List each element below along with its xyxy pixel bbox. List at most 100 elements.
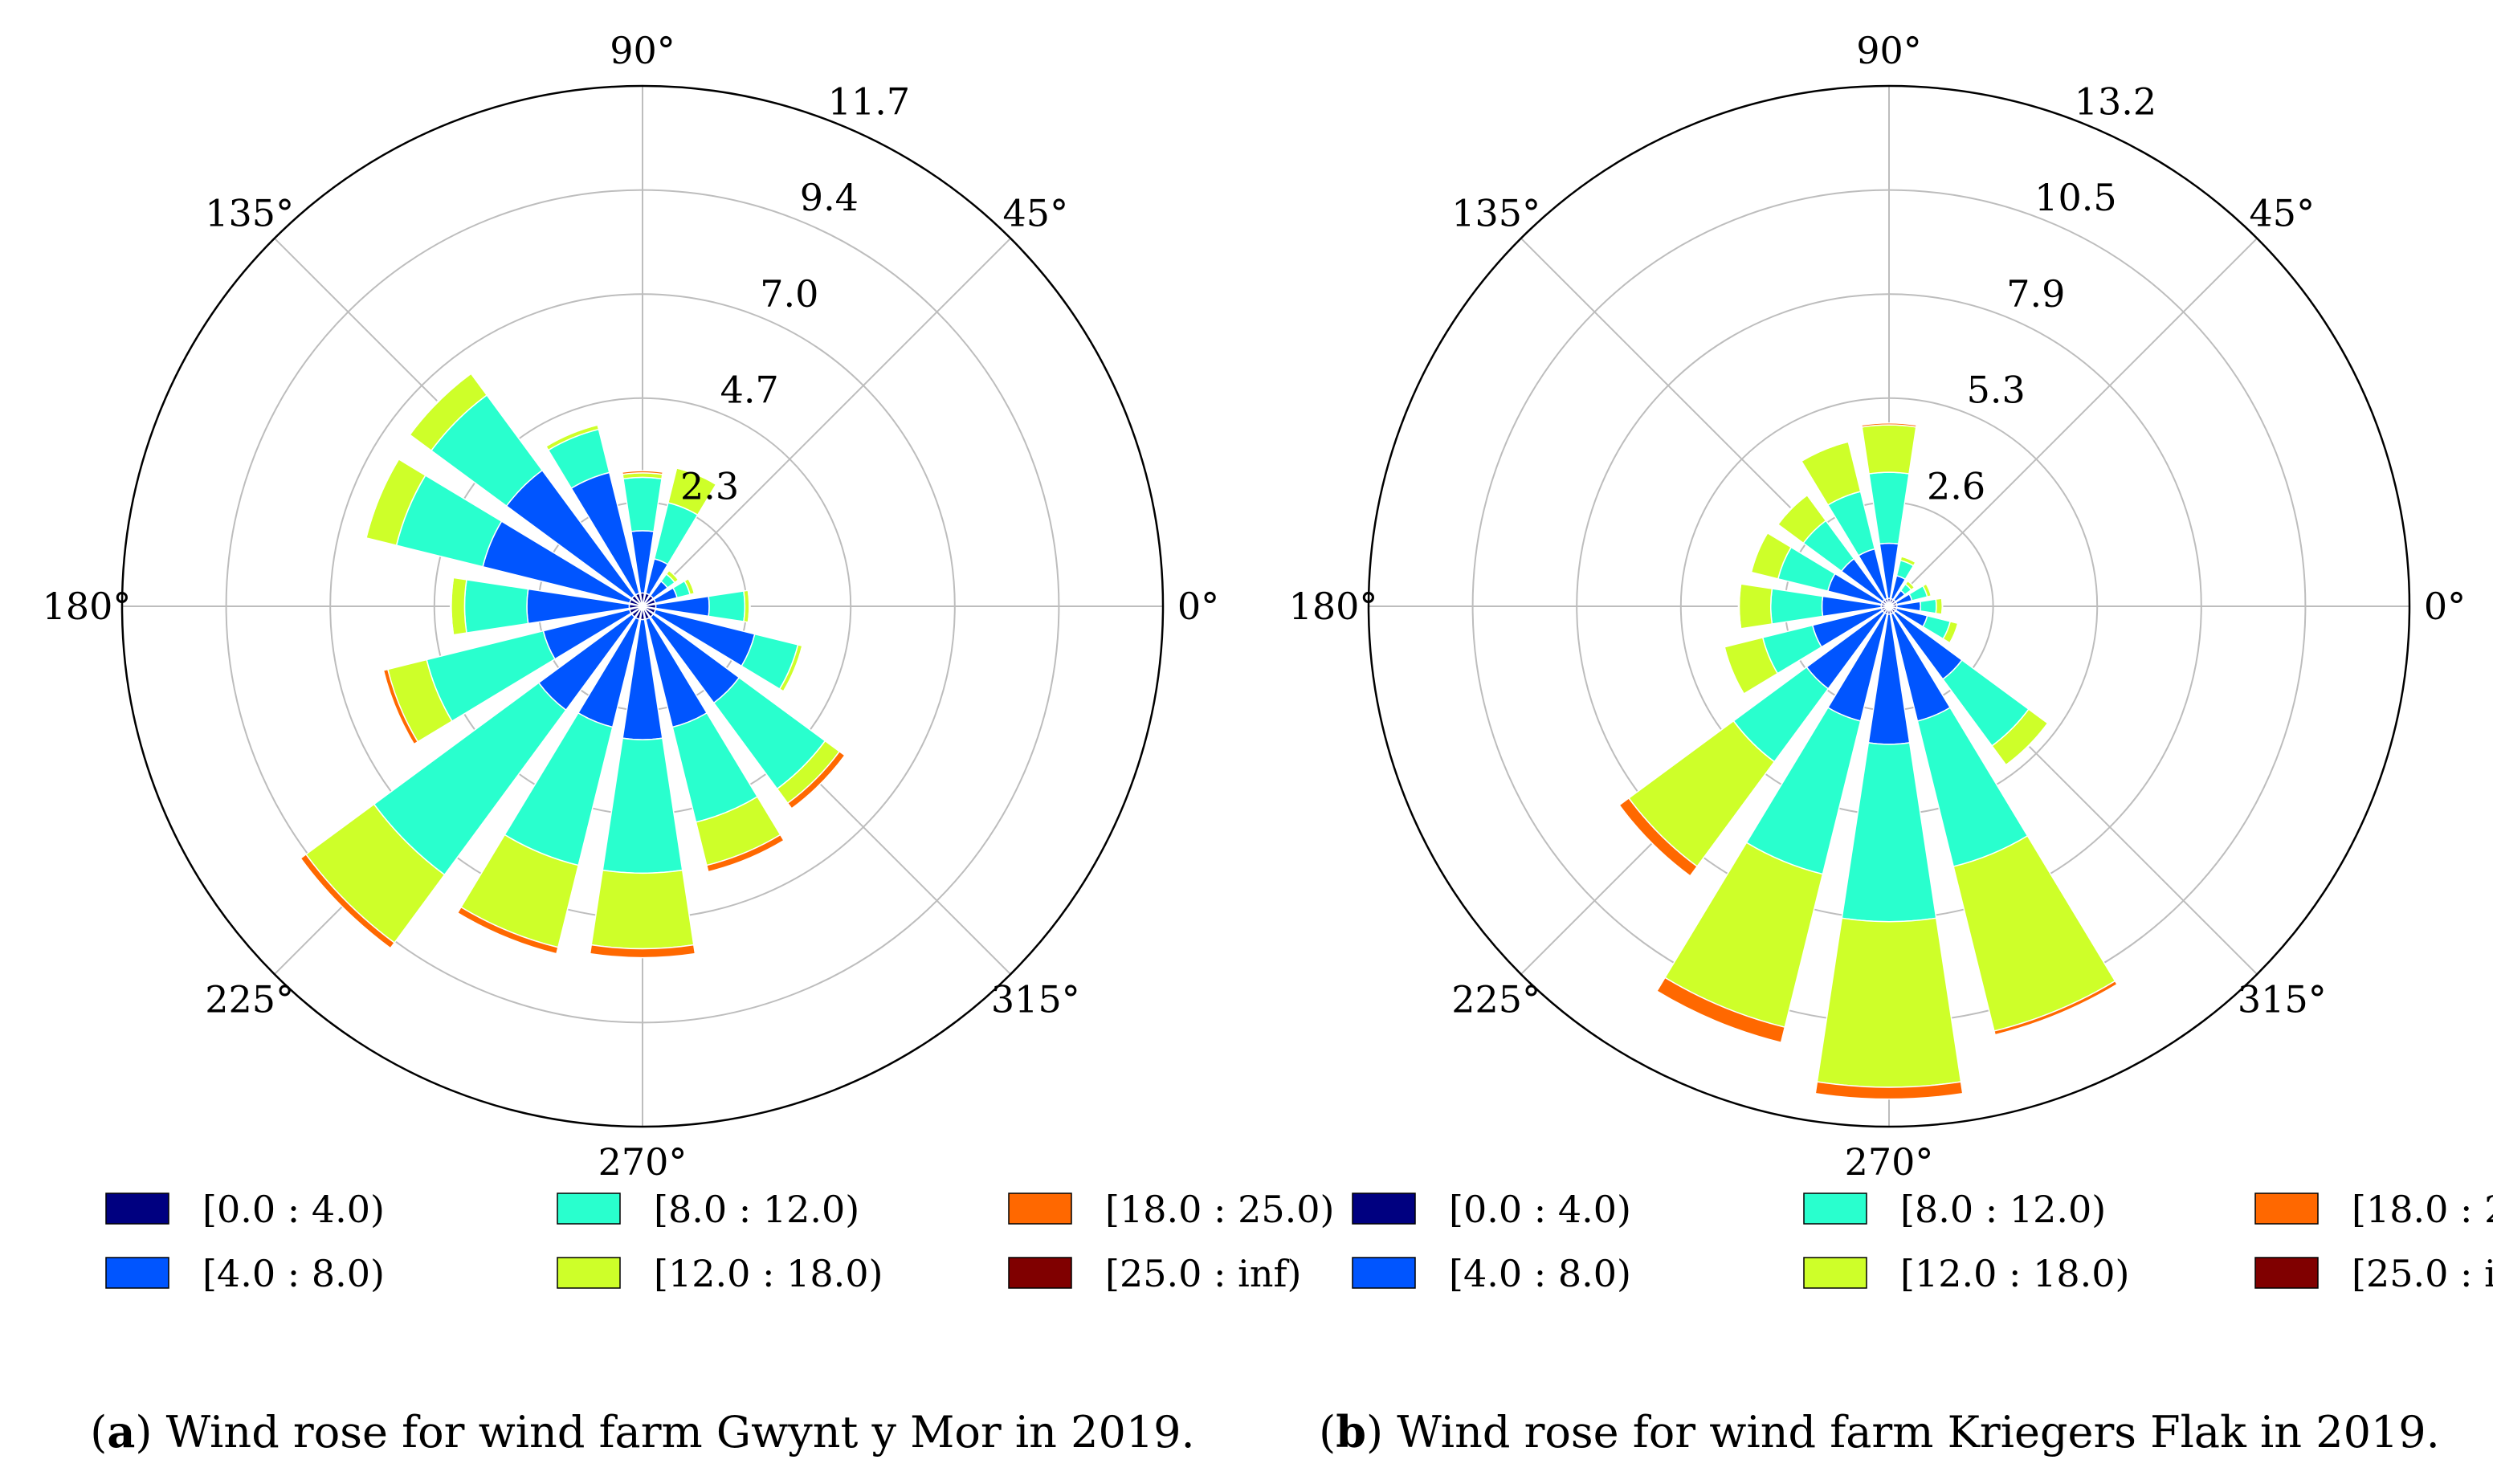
bar-b-dir157.5-bin4 <box>1749 532 1769 573</box>
caption-text-a: Wind rose for wind farm Gwynt y Mor in 2… <box>166 1407 1195 1458</box>
radial-tick-labels-a: 2.3 4.7 7.0 9.4 11.7 <box>680 80 910 508</box>
polar-frame-a <box>120 84 1165 1128</box>
legend-label-a-4: [18.0 : 25.0) <box>1105 1188 1334 1231</box>
bar-b-dir292.5-bin3 <box>1952 834 2116 1032</box>
legend-label-a-0: [0.0 : 4.0) <box>202 1188 385 1231</box>
angle-label-a-90: 90° <box>610 29 675 72</box>
legend-swatch-a-1 <box>105 1257 169 1289</box>
angle-label-a-270: 270° <box>598 1140 688 1184</box>
radial-label-a-1: 4.7 <box>720 369 779 412</box>
bar-b-dir90-bin2 <box>1868 471 1910 545</box>
angle-label-a-0: 0° <box>1177 585 1219 628</box>
bar-b-dir0-bin3 <box>1935 597 1944 615</box>
legend-label-a-5: [25.0 : inf) <box>1105 1252 1301 1295</box>
bar-a-dir225-bin4 <box>300 853 396 949</box>
angle-label-b-270: 270° <box>1845 1140 1934 1184</box>
outer-circle-a <box>120 84 1165 1128</box>
bar-b-dir180-bin3 <box>1738 583 1773 630</box>
bar-a-dir180-bin2 <box>463 579 529 634</box>
bar-a-dir202.5-bin4 <box>382 668 419 745</box>
legend-label-b-0: [0.0 : 4.0) <box>1449 1188 1631 1231</box>
legend-b: [0.0 : 4.0) [4.0 : 8.0) [8.0 : 12.0) [12.0 … <box>1352 1188 2493 1295</box>
legend-label-b-3: [12.0 : 18.0) <box>1900 1252 2129 1295</box>
bar-b-dir90-bin3 <box>1861 424 1917 475</box>
legend-label-b-2: [8.0 : 12.0) <box>1900 1188 2106 1231</box>
bar-a-dir180-bin4 <box>449 577 455 636</box>
angle-label-b-45: 45° <box>2250 192 2316 235</box>
outer-circle-b <box>1367 84 2411 1128</box>
caption-letter-a: a <box>107 1406 135 1458</box>
bar-b-dir45-bin3 <box>1904 580 1916 591</box>
legend-label-a-3: [12.0 : 18.0) <box>654 1252 883 1295</box>
radial-label-a-2: 7.0 <box>760 272 818 316</box>
ring-a-3 <box>225 189 1060 1024</box>
spoke-a-45 <box>642 238 1011 607</box>
legend-swatch-a-5 <box>1008 1257 1072 1289</box>
bar-a-dir112.5-bin4 <box>545 423 599 447</box>
bars-b <box>1618 422 2119 1100</box>
bar-b-dir180-bin4 <box>1737 583 1742 630</box>
angle-label-a-180: 180° <box>43 585 132 628</box>
radial-label-a-4: 11.7 <box>828 80 910 123</box>
legend-label-a-2: [8.0 : 12.0) <box>654 1188 859 1231</box>
bars-a <box>300 372 846 959</box>
bar-a-dir0-bin2 <box>708 590 746 622</box>
bar-a-dir337.5-bin4 <box>782 645 804 693</box>
bar-a-dir22.5-bin4 <box>687 577 696 594</box>
caption-letter-b: b <box>1336 1406 1366 1458</box>
bar-a-dir0-bin4 <box>747 589 751 623</box>
caption-a: (a) Wind rose for wind farm Gwynt y Mor … <box>90 1406 1194 1458</box>
bar-b-dir270-bin4 <box>1814 1081 1964 1100</box>
bar-b-dir315-bin4 <box>2005 722 2050 767</box>
angle-tick-labels-b: 0° 45° 90° 135° 180° 225° 270° 315° <box>1289 29 2466 1184</box>
bar-b-dir247.5-bin4 <box>1655 976 1786 1044</box>
bar-a-dir67.5-bin4 <box>675 466 718 486</box>
bar-b-dir270-bin2 <box>1841 742 1937 923</box>
angle-label-a-225: 225° <box>205 977 294 1021</box>
angle-label-a-135: 135° <box>205 192 294 235</box>
legend-swatch-a-3 <box>557 1257 621 1289</box>
polar-frame-b <box>1367 84 2411 1128</box>
bar-a-dir90-bin4 <box>621 470 664 475</box>
caption-b: (b) Wind rose for wind farm Kriegers Fla… <box>1319 1406 2440 1458</box>
bar-a-dir45-bin3 <box>665 569 679 584</box>
bar-b-dir202.5-bin4 <box>1723 646 1745 695</box>
radial-label-b-3: 10.5 <box>2034 176 2116 219</box>
radial-label-a-0: 2.3 <box>680 464 739 508</box>
legend-swatch-a-0 <box>105 1192 169 1225</box>
legend-label-b-1: [4.0 : 8.0) <box>1449 1252 1631 1295</box>
legend-swatch-b-0 <box>1352 1192 1416 1225</box>
bar-a-dir90-bin2 <box>622 476 663 532</box>
bar-a-dir292.5-bin4 <box>705 834 785 873</box>
wind-rose-panel-a: 2.3 4.7 7.0 9.4 11.7 0° 45° 90° 135° 180° 225° 270… <box>43 29 1335 1458</box>
angle-label-b-135: 135° <box>1451 192 1540 235</box>
angle-label-a-315: 315° <box>991 977 1080 1021</box>
bar-b-dir337.5-bin4 <box>1948 622 1960 645</box>
bar-b-dir135-bin4 <box>1776 493 1809 526</box>
radial-label-b-0: 2.6 <box>1927 464 1985 508</box>
bar-b-dir22.5-bin3 <box>1922 583 1932 598</box>
bar-b-dir0-bin2 <box>1919 598 1937 614</box>
bar-b-dir67.5-bin3 <box>1899 556 1916 567</box>
bar-a-dir180-bin3 <box>451 577 467 636</box>
spoke-b-45 <box>1888 238 2258 607</box>
bar-b-dir270-bin3 <box>1816 917 1962 1088</box>
bar-a-dir247.5-bin4 <box>456 906 559 955</box>
angle-label-b-225: 225° <box>1451 977 1540 1021</box>
bar-a-dir315-bin4 <box>786 750 846 809</box>
legend-label-b-4: [18.0 : 25.0) <box>2352 1188 2493 1231</box>
legend-label-b-5: [25.0 : inf) <box>2352 1252 2493 1295</box>
radial-label-a-3: 9.4 <box>800 176 859 219</box>
angle-label-b-90: 90° <box>1856 29 1922 72</box>
bar-a-dir270-bin4 <box>589 944 696 959</box>
bar-b-dir292.5-bin4 <box>1993 980 2119 1036</box>
caption-text-b: Wind rose for wind farm Kriegers Flak in… <box>1397 1407 2440 1458</box>
bar-a-dir157.5-bin4 <box>364 458 400 539</box>
bar-a-dir135-bin4 <box>408 372 472 436</box>
angle-label-b-0: 0° <box>2424 585 2466 628</box>
legend-swatch-b-3 <box>1803 1257 1867 1289</box>
angle-label-b-315: 315° <box>2238 977 2327 1021</box>
angle-label-b-180: 180° <box>1289 585 1378 628</box>
bar-a-dir270-bin3 <box>590 869 695 950</box>
legend-swatch-b-1 <box>1352 1257 1416 1289</box>
